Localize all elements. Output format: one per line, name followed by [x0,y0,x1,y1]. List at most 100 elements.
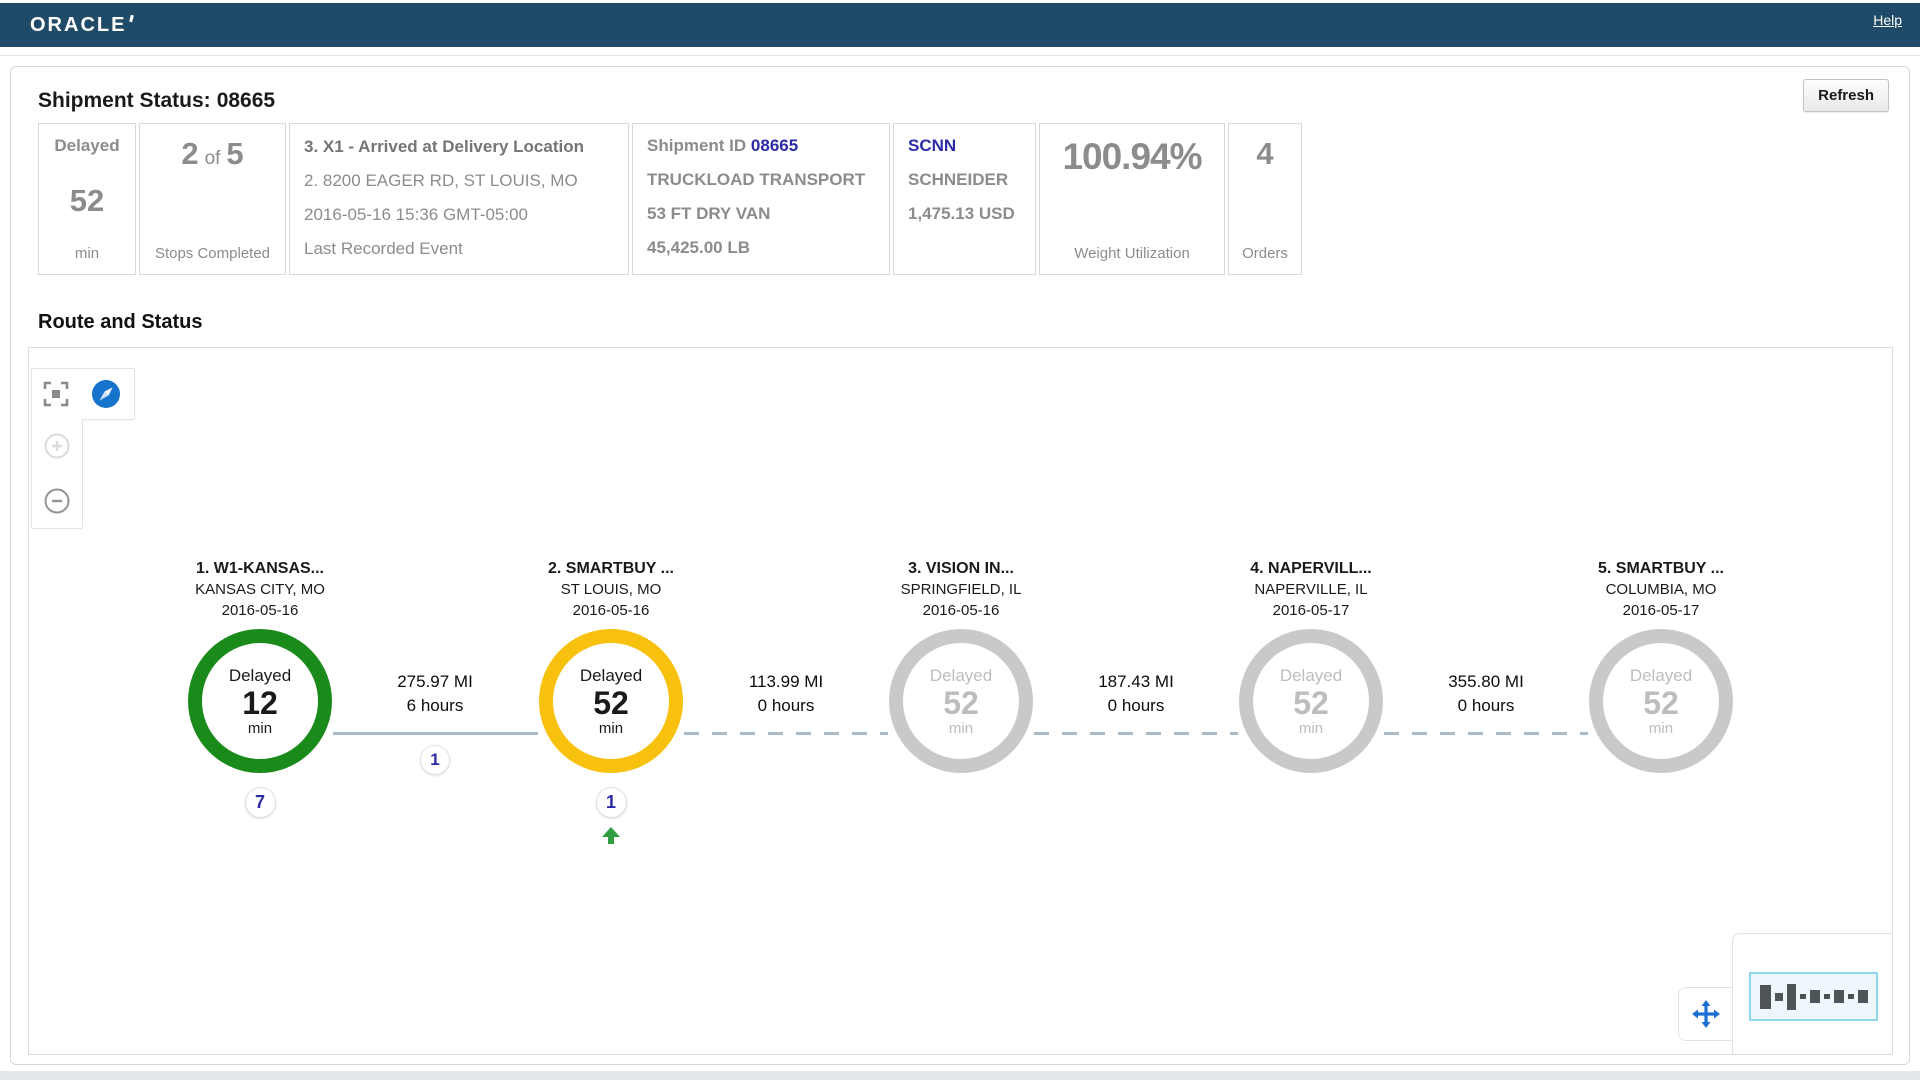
card-shipment-delay: Delayed 52 min [38,123,136,275]
fit-to-extent-button[interactable] [40,378,72,410]
orders-caption: Orders [1242,245,1288,262]
card-orders: 4 Orders [1228,123,1302,275]
shipment-id-label: Shipment ID [647,136,747,155]
route-stop: 3. VISION IN... SPRINGFIELD, IL 2016-05-… [831,558,1091,773]
zoom-in-button[interactable] [41,430,73,462]
route-stop: 2. SMARTBUY ... ST LOUIS, MO 2016-05-16 … [481,558,741,844]
minimap-stop-marker [1809,990,1820,1003]
last-event-location: 2. 8200 EAGER RD, ST LOUIS, MO [304,171,578,190]
leg-duration: 0 hours [1107,696,1165,715]
stop-delay-value: 12 [242,684,278,721]
leg-line [1384,732,1588,735]
leg-duration: 6 hours [406,696,464,715]
stop-delay-unit: min [1298,719,1324,737]
stop-status-circle[interactable]: Delayed 52 min [539,629,683,773]
stop-city: COLUMBIA, MO [1605,581,1717,598]
pickup-arrow-icon [602,827,620,844]
page-title: Shipment Status: 08665 [38,89,275,113]
stop-status-word: Delayed [228,665,292,685]
page-header: Shipment Status: 08665 Refresh [28,67,1891,123]
oracle-logo-text: ORACLE [30,13,127,36]
stop-name: 1. W1-KANSAS... [195,560,324,577]
header-divider [0,55,1920,56]
weight-utilization-value: 100.94% [1062,136,1202,177]
zoom-controls [31,419,83,529]
shipment-equipment: 53 FT DRY VAN [647,204,771,223]
oracle-logo-mark [129,14,135,22]
leg-label: 275.97 MI 6 hours [350,670,520,718]
minimap-viewport[interactable] [1749,972,1878,1021]
leg-distance: 275.97 MI [397,672,473,691]
stop-city: ST LOUIS, MO [560,581,662,598]
delay-value: 52 [69,182,105,218]
stop-delay-value: 52 [593,684,629,721]
stop-count-badge[interactable]: 7 [244,787,276,818]
refresh-button[interactable]: Refresh [1803,79,1889,112]
stop-status-word: Delayed [579,665,643,685]
zoom-out-button[interactable] [41,485,73,517]
card-shipment-info: Shipment ID 08665 TRUCKLOAD TRANSPORT 53… [632,123,890,275]
stop-date: 2016-05-17 [1272,602,1350,619]
oracle-logo: ORACLE [30,13,135,37]
stop-status-circle[interactable]: Delayed 52 min [889,629,1033,773]
route-stop: 5. SMARTBUY ... COLUMBIA, MO 2016-05-17 … [1531,558,1791,773]
map-toolbar [31,368,135,420]
leg-line [1034,732,1238,735]
stop-city: NAPERVILLE, IL [1254,581,1368,598]
stop-date: 2016-05-16 [572,602,650,619]
zoom-in-icon [44,433,70,459]
stop-label: 2. SMARTBUY ... ST LOUIS, MO 2016-05-16 [548,558,674,624]
route-stop: 4. NAPERVILL... NAPERVILLE, IL 2016-05-1… [1181,558,1441,773]
delay-status: Delayed [54,136,120,155]
leg-line [684,732,888,735]
stop-status-word: Delayed [1279,665,1343,685]
leg-label: 187.43 MI 0 hours [1051,670,1221,718]
stop-date: 2016-05-16 [922,602,1000,619]
leg-count-badge[interactable]: 1 [420,745,450,775]
stop-delay-unit: min [948,719,974,737]
leg-duration: 0 hours [757,696,815,715]
help-link[interactable]: Help [1873,12,1902,28]
page-title-label: Shipment Status: [38,89,211,112]
stop-status-circle[interactable]: Delayed 12 min [188,629,332,773]
overview-minimap [1732,933,1892,1054]
card-weight-utilization: 100.94% Weight Utilization [1039,123,1225,275]
pan-icon [1691,1000,1720,1028]
minimap-stop-marker [1786,983,1796,1010]
stop-name: 3. VISION IN... [908,560,1014,577]
shipment-id-value: 08665 [216,89,276,112]
minimap-stop-marker [1759,984,1771,1009]
stop-label: 5. SMARTBUY ... COLUMBIA, MO 2016-05-17 [1598,558,1724,624]
stop-date: 2016-05-17 [1622,602,1700,619]
shipment-id: 08665 [750,136,799,155]
pan-button[interactable] [1678,987,1732,1041]
stops-count-done: 2 [181,136,199,171]
stop-date: 2016-05-16 [221,602,299,619]
stop-status-circle[interactable]: Delayed 52 min [1589,629,1733,773]
leg-distance: 187.43 MI [1098,672,1174,691]
carrier-cost: 1,475.13 USD [908,204,1015,223]
leg-distance: 113.99 MI [748,672,824,691]
stop-delay-value: 52 [1293,684,1329,721]
minimap-stop-marker [1833,990,1844,1003]
stop-delay-value: 52 [1643,684,1679,721]
stop-count-badge[interactable]: 1 [595,787,627,818]
stop-delay-unit: min [598,719,624,737]
route-section-title: Route and Status [38,311,203,333]
compass-button[interactable] [90,378,122,410]
horizontal-scrollbar[interactable] [0,1071,1920,1080]
compass-icon [92,380,120,408]
shipment-weight: 45,425.00 LB [647,238,751,257]
leg-duration: 0 hours [1457,696,1515,715]
orders-value: 4 [1256,136,1274,171]
last-event-caption: Last Recorded Event [304,239,463,258]
carrier-code: SCNN [908,136,957,155]
route-stop: 1. W1-KANSAS... KANSAS CITY, MO 2016-05-… [130,558,390,818]
card-carrier: SCNN SCHNEIDER 1,475.13 USD [893,123,1036,275]
shipment-mode: TRUCKLOAD TRANSPORT [647,170,866,189]
stop-label: 1. W1-KANSAS... KANSAS CITY, MO 2016-05-… [195,558,325,624]
carrier-name: SCHNEIDER [908,170,1009,189]
minimap-leg-dash [1799,994,1806,999]
stop-status-circle[interactable]: Delayed 52 min [1239,629,1383,773]
delay-unit: min [74,245,100,262]
